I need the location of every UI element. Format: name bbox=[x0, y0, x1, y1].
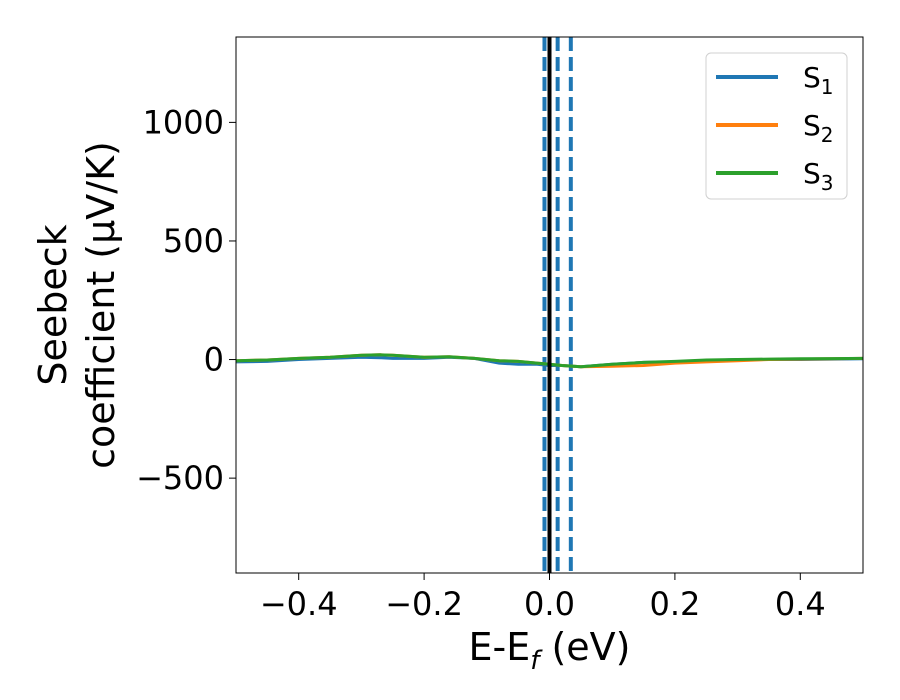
y-tick-label: 500 bbox=[163, 222, 224, 260]
series-line-S3 bbox=[236, 353, 863, 369]
x-tick-label: 0.0 bbox=[524, 585, 575, 623]
y-tick-label: 1000 bbox=[143, 103, 224, 141]
legend-label: S3 bbox=[803, 157, 834, 195]
x-tick-label: 0.2 bbox=[649, 585, 700, 623]
x-axis-title-unit: (eV) bbox=[539, 625, 630, 669]
x-axis-title-main: E-E bbox=[469, 625, 531, 669]
legend-label: S2 bbox=[803, 109, 834, 147]
x-axis-title: E-Ef (eV) bbox=[469, 625, 631, 676]
y-axis-ticks: −500 0 500 1000 bbox=[136, 103, 236, 497]
y-tick-label: −500 bbox=[136, 459, 224, 497]
plot-frame bbox=[235, 36, 864, 574]
series-group bbox=[236, 353, 863, 369]
legend-label: S1 bbox=[803, 61, 834, 99]
y-axis-title: Seebeck coefficient (μV/K) bbox=[31, 141, 123, 469]
y-tick-label: 0 bbox=[204, 341, 224, 379]
legend: S1 S2 S3 bbox=[705, 52, 848, 200]
x-tick-label: 0.4 bbox=[775, 585, 826, 623]
y-axis-title-line2: coefficient (μV/K) bbox=[79, 141, 123, 469]
y-axis-title-line1: Seebeck bbox=[31, 224, 75, 385]
x-axis-ticks: −0.4 −0.2 0.0 0.2 0.4 bbox=[260, 573, 826, 623]
x-tick-label: −0.4 bbox=[260, 585, 338, 623]
x-tick-label: −0.2 bbox=[385, 585, 463, 623]
